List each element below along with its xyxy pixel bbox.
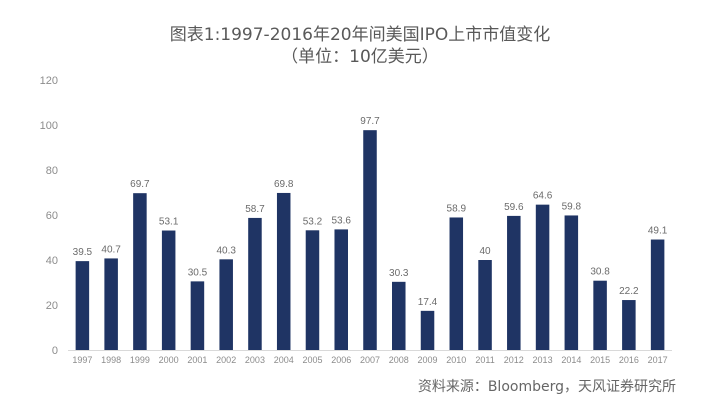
y-tick-label: 40 bbox=[46, 255, 58, 267]
x-tick-label: 2004 bbox=[274, 355, 294, 365]
data-label: 40.7 bbox=[101, 244, 121, 255]
x-tick-label: 2007 bbox=[360, 355, 380, 365]
data-label: 49.1 bbox=[648, 226, 668, 237]
bar bbox=[363, 130, 377, 350]
x-tick-label: 2001 bbox=[187, 355, 207, 365]
data-label: 22.2 bbox=[619, 286, 639, 297]
source-note: 资料来源：Bloomberg，天风证券研究所 bbox=[417, 379, 676, 395]
data-label: 69.7 bbox=[130, 179, 150, 190]
bar bbox=[305, 230, 320, 350]
bar bbox=[133, 193, 147, 350]
bar bbox=[219, 259, 233, 350]
y-tick-label: 20 bbox=[46, 300, 58, 312]
x-tick-label: 2003 bbox=[245, 355, 265, 365]
bar bbox=[392, 281, 406, 350]
y-tick-label: 120 bbox=[40, 75, 58, 87]
bar bbox=[535, 204, 550, 350]
bar bbox=[593, 280, 607, 350]
x-tick-label: 1998 bbox=[101, 355, 121, 365]
x-tick-label: 2010 bbox=[446, 355, 466, 365]
x-tick-label: 2002 bbox=[216, 355, 236, 365]
data-label: 30.3 bbox=[389, 268, 409, 279]
y-tick-label: 60 bbox=[46, 210, 58, 222]
data-label: 30.8 bbox=[590, 267, 610, 278]
bar bbox=[420, 310, 435, 350]
bar bbox=[507, 215, 521, 350]
bar bbox=[622, 300, 636, 350]
data-label: 17.4 bbox=[418, 297, 438, 308]
data-label: 40 bbox=[479, 246, 491, 257]
x-tick-label: 2006 bbox=[331, 355, 351, 365]
data-label: 40.3 bbox=[216, 245, 236, 256]
data-label: 97.7 bbox=[360, 116, 380, 127]
bar bbox=[276, 192, 291, 350]
x-tick-label: 2013 bbox=[533, 355, 553, 365]
data-label: 30.5 bbox=[188, 267, 208, 278]
x-tick-label: 2017 bbox=[648, 355, 668, 365]
data-label: 69.8 bbox=[274, 179, 294, 190]
bar bbox=[650, 239, 665, 350]
bar bbox=[190, 281, 205, 350]
x-tick-label: 1997 bbox=[72, 355, 92, 365]
x-tick-label: 2012 bbox=[504, 355, 524, 365]
x-tick-label: 2014 bbox=[561, 355, 581, 365]
bar bbox=[478, 260, 492, 350]
y-tick-label: 80 bbox=[46, 165, 58, 177]
chart-title: 图表1:1997-2016年20年间美国IPO上市市值变化 bbox=[169, 25, 551, 45]
data-label: 53.1 bbox=[159, 217, 179, 228]
x-tick-label: 2008 bbox=[389, 355, 409, 365]
data-label: 58.7 bbox=[245, 204, 265, 215]
x-tick-label: 2015 bbox=[590, 355, 610, 365]
x-tick-label: 2000 bbox=[159, 355, 179, 365]
bar bbox=[161, 230, 176, 350]
bar bbox=[564, 215, 579, 350]
data-label: 58.9 bbox=[447, 203, 467, 214]
data-label: 39.5 bbox=[73, 247, 93, 258]
bar bbox=[334, 229, 348, 350]
x-tick-label: 2005 bbox=[302, 355, 322, 365]
x-tick-label: 2011 bbox=[475, 355, 494, 365]
y-tick-label: 0 bbox=[52, 345, 58, 357]
data-label: 53.2 bbox=[303, 216, 323, 227]
bar bbox=[449, 217, 464, 350]
y-tick-label: 100 bbox=[40, 120, 58, 132]
x-tick-label: 2016 bbox=[619, 355, 639, 365]
bar bbox=[248, 217, 262, 350]
data-label: 53.6 bbox=[332, 215, 352, 226]
x-tick-label: 2009 bbox=[418, 355, 438, 365]
x-tick-label: 1999 bbox=[130, 355, 150, 365]
chart-subtitle: （单位：10亿美元） bbox=[281, 47, 439, 67]
bar bbox=[104, 258, 118, 350]
bar bbox=[75, 261, 90, 350]
data-label: 59.8 bbox=[562, 201, 582, 212]
data-label: 64.6 bbox=[533, 191, 553, 202]
data-label: 59.6 bbox=[504, 202, 524, 213]
